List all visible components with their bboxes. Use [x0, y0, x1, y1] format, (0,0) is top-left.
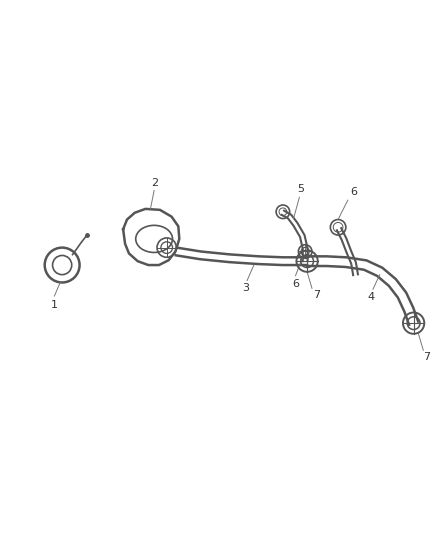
Text: 3: 3 — [243, 284, 250, 294]
Text: 6: 6 — [351, 187, 358, 197]
Text: 6: 6 — [292, 279, 299, 288]
Text: 4: 4 — [367, 292, 374, 302]
Text: 7: 7 — [423, 352, 431, 362]
Text: 5: 5 — [297, 184, 304, 195]
Text: 7: 7 — [313, 290, 320, 300]
Text: 1: 1 — [51, 300, 58, 310]
Text: 2: 2 — [152, 177, 159, 188]
